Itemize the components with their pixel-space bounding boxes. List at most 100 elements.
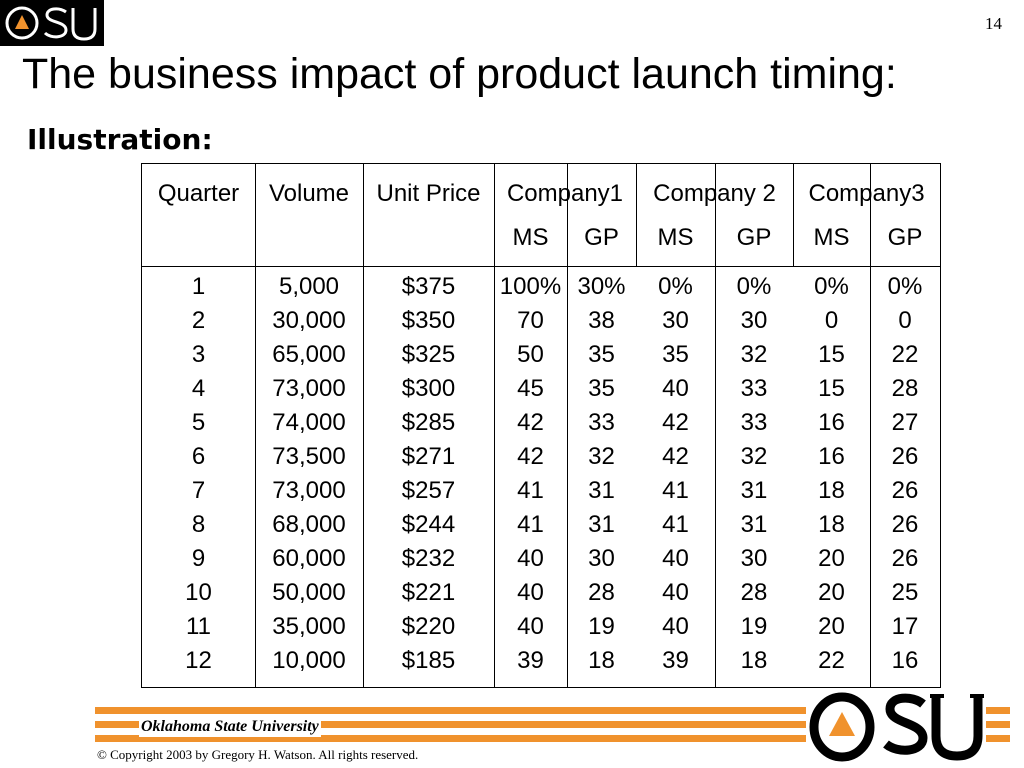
header-row: Quarter Volume Unit Price Company1 Compa… — [142, 164, 940, 224]
cell-quarter: 12 — [185, 647, 212, 674]
cell-company3-gp: 26 — [891, 545, 919, 572]
cell-company2-ms: 40 — [662, 375, 689, 402]
cell-quarter: 1 — [191, 273, 206, 300]
cell-company2-gp: 31 — [740, 511, 768, 538]
data-table: Quarter Volume Unit Price Company1 Compa… — [141, 163, 941, 688]
cell-company2-ms: 42 — [662, 443, 689, 470]
cell-volume: 73,000 — [272, 375, 346, 402]
cell-volume: 68,000 — [272, 511, 346, 538]
cell-quarter: 5 — [191, 409, 206, 436]
cell-company1-ms: 100% — [499, 273, 562, 300]
cell-quarter: 2 — [191, 307, 206, 334]
cell-company1-gp: 31 — [588, 477, 615, 504]
cell-quarter: 6 — [191, 443, 206, 470]
cell-quarter: 9 — [191, 545, 206, 572]
cell-company3-gp: 26 — [891, 477, 919, 504]
header-company1: Company1 — [506, 180, 624, 207]
subheader-company3-ms: MS — [813, 224, 850, 251]
cell-company3-ms: 16 — [818, 409, 845, 436]
cell-company1-gp: 31 — [588, 511, 615, 538]
subheader-company2-ms: MS — [657, 224, 694, 251]
cell-unit-price: $325 — [401, 341, 456, 368]
subheader-company1-gp: GP — [584, 224, 619, 251]
cell-company2-ms: 0% — [658, 273, 693, 300]
cell-company1-gp: 19 — [588, 613, 615, 640]
cell-unit-price: $300 — [401, 375, 456, 402]
cell-company1-gp: 38 — [588, 307, 615, 334]
cell-company3-ms: 0 — [824, 307, 839, 334]
cell-company1-ms: 41 — [517, 511, 544, 538]
cell-company2-gp: 0% — [736, 273, 772, 300]
table-row: 11 35,000 $220 40 19 40 19 20 17 — [142, 610, 940, 644]
column-divider — [494, 164, 495, 687]
cell-quarter: 8 — [191, 511, 206, 538]
cell-unit-price: $350 — [401, 307, 456, 334]
cell-unit-price: $285 — [401, 409, 456, 436]
cell-quarter: 3 — [191, 341, 206, 368]
cell-company2-gp: 32 — [740, 341, 768, 368]
cell-company3-ms: 15 — [818, 341, 845, 368]
cell-company2-gp: 31 — [740, 477, 768, 504]
cell-company1-ms: 40 — [517, 613, 544, 640]
footer-stripe — [95, 721, 1010, 728]
cell-company3-gp: 0 — [898, 307, 912, 334]
subheader-cell — [255, 224, 363, 266]
cell-company3-ms: 18 — [818, 511, 845, 538]
cell-company2-ms: 39 — [662, 647, 689, 674]
table-row: 1 5,000 $375 100% 30% 0% 0% 0% 0% — [142, 270, 940, 304]
cell-company3-ms: 0% — [814, 273, 849, 300]
cell-volume: 60,000 — [272, 545, 346, 572]
copyright-notice: © Copyright 2003 by Gregory H. Watson. A… — [97, 747, 419, 762]
cell-unit-price: $271 — [401, 443, 456, 470]
column-divider — [255, 164, 256, 687]
osu-logo-top — [0, 0, 104, 46]
footer-stripe — [95, 707, 1010, 714]
cell-company1-gp: 28 — [588, 579, 615, 606]
column-divider — [636, 164, 637, 266]
cell-company2-ms: 30 — [662, 307, 689, 334]
cell-unit-price: $257 — [401, 477, 456, 504]
cell-unit-price: $220 — [401, 613, 456, 640]
header-unit-price: Unit Price — [376, 180, 481, 207]
cell-company1-ms: 41 — [517, 477, 544, 504]
table-row: 6 73,500 $271 42 32 42 32 16 26 — [142, 440, 940, 474]
cell-company1-ms: 50 — [517, 341, 544, 368]
cell-volume: 74,000 — [272, 409, 346, 436]
footer-stripe — [95, 735, 1010, 742]
cell-company2-ms: 40 — [662, 579, 689, 606]
cell-unit-price: $221 — [401, 579, 456, 606]
subheader-company1-ms: MS — [512, 224, 549, 251]
cell-unit-price: $244 — [401, 511, 456, 538]
cell-company1-gp: 18 — [588, 647, 615, 674]
cell-company3-gp: 16 — [891, 647, 919, 674]
cell-volume: 10,000 — [272, 647, 346, 674]
slide-title: The business impact of product launch ti… — [22, 50, 897, 98]
cell-quarter: 11 — [186, 613, 211, 640]
cell-company2-gp: 30 — [740, 545, 768, 572]
cell-company3-gp: 26 — [891, 511, 919, 538]
header-quarter: Quarter — [157, 180, 240, 207]
cell-volume: 65,000 — [272, 341, 346, 368]
cell-company1-gp: 35 — [588, 341, 615, 368]
cell-company1-gp: 30 — [588, 545, 615, 572]
cell-company3-gp: 28 — [891, 375, 919, 402]
cell-volume: 5,000 — [278, 273, 340, 300]
subheader-cell — [363, 224, 494, 266]
cell-quarter: 10 — [185, 579, 212, 606]
table-row: 10 50,000 $221 40 28 40 28 20 25 — [142, 576, 940, 610]
column-divider — [363, 164, 364, 687]
subheader-company2-gp: GP — [736, 224, 772, 251]
cell-volume: 73,500 — [272, 443, 346, 470]
university-name: Oklahoma State University — [139, 717, 321, 737]
cell-company1-gp: 33 — [588, 409, 615, 436]
cell-company1-ms: 40 — [517, 579, 544, 606]
column-divider — [567, 164, 568, 687]
header-company3: Company3 — [808, 180, 925, 207]
table-row: 3 65,000 $325 50 35 35 32 15 22 — [142, 338, 940, 372]
cell-company2-ms: 40 — [662, 613, 689, 640]
cell-unit-price: $185 — [401, 647, 456, 674]
cell-company2-gp: 33 — [740, 375, 768, 402]
cell-company2-gp: 19 — [740, 613, 768, 640]
cell-company2-gp: 30 — [740, 307, 768, 334]
cell-company2-gp: 28 — [740, 579, 768, 606]
